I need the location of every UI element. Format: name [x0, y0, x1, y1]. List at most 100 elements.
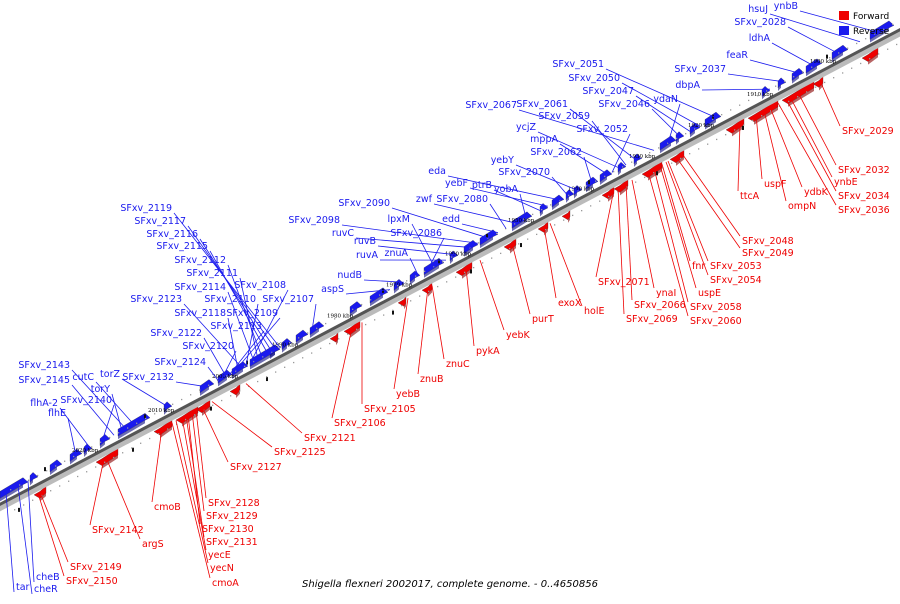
gene-label-dbpa[interactable]: dbpA: [675, 80, 700, 91]
gene-label-sfxv-2032[interactable]: SFxv_2032: [838, 165, 890, 176]
gene-label-sfxv-2123[interactable]: SFxv_2123: [130, 294, 182, 305]
gene-label-sfxv-2106[interactable]: SFxv_2106: [334, 418, 386, 429]
gene-label-sfxv-2050[interactable]: SFxv_2050: [568, 73, 620, 84]
gene-label-ttca[interactable]: ttcA: [740, 191, 760, 202]
gene-label-ldha[interactable]: ldhA: [749, 33, 771, 44]
gene-label-mppa[interactable]: mppA: [530, 134, 558, 145]
gene-label-sfxv-2112[interactable]: SFxv_2112: [174, 255, 226, 266]
gene-label-sfxv-2046[interactable]: SFxv_2046: [598, 99, 650, 110]
gene-label-sfxv-2125[interactable]: SFxv_2125: [274, 447, 326, 458]
gene-label-ydbk[interactable]: ydbK: [804, 187, 829, 198]
gene-label-yebk[interactable]: yebK: [506, 330, 530, 341]
gene-label-sfxv-2028[interactable]: SFxv_2028: [734, 17, 786, 28]
gene-label-sfxv-2062[interactable]: SFxv_2062: [530, 147, 582, 158]
gene-label-sfxv-2128[interactable]: SFxv_2128: [208, 498, 260, 509]
gene-label-sfxv-2140[interactable]: SFxv_2140: [60, 395, 112, 406]
gene-label-sfxv-2110[interactable]: SFxv_2110: [204, 294, 256, 305]
gene-label-zwf[interactable]: zwf: [416, 194, 433, 205]
gene-label-sfxv-2048[interactable]: SFxv_2048: [742, 236, 794, 247]
gene-label-sfxv-2060[interactable]: SFxv_2060: [690, 316, 742, 327]
gene-label-sfxv-2124[interactable]: SFxv_2124: [154, 357, 206, 368]
gene-label-sfxv-2115[interactable]: SFxv_2115: [156, 241, 208, 252]
gene-label-sfxv-2150[interactable]: SFxv_2150: [66, 576, 118, 587]
gene-label-sfxv-2130[interactable]: SFxv_2130: [202, 524, 254, 535]
gene-label-edd[interactable]: edd: [442, 214, 460, 225]
gene-label-sfxv-2070[interactable]: SFxv_2070: [498, 167, 550, 178]
gene-label-nudb[interactable]: nudB: [337, 270, 362, 281]
gene-label-ruvb[interactable]: ruvB: [354, 236, 376, 247]
reverse-feature[interactable]: [676, 132, 684, 142]
gene-label-yebb[interactable]: yebB: [396, 389, 420, 400]
reverse-feature[interactable]: [778, 78, 786, 88]
gene-label-sfxv-2058[interactable]: SFxv_2058: [690, 302, 742, 313]
reverse-feature[interactable]: [30, 472, 38, 482]
gene-label-purt[interactable]: purT: [532, 314, 554, 325]
gene-label-sfxv-2051[interactable]: SFxv_2051: [552, 59, 604, 70]
gene-label-sfxv-2052[interactable]: SFxv_2052: [576, 124, 628, 135]
gene-label-cutc[interactable]: cutC: [72, 372, 94, 383]
gene-label-uspf[interactable]: uspF: [764, 179, 786, 190]
gene-label-sfxv-2036[interactable]: SFxv_2036: [838, 205, 890, 216]
gene-label-sfxv-2149[interactable]: SFxv_2149: [70, 562, 122, 573]
gene-label-sfxv-2090[interactable]: SFxv_2090: [338, 198, 390, 209]
gene-label-cmob[interactable]: cmoB: [154, 502, 181, 513]
gene-label-sfxv-2061[interactable]: SFxv_2061: [516, 99, 568, 110]
gene-label-znub[interactable]: znuB: [420, 374, 444, 385]
gene-label-sfxv-2109[interactable]: SFxv_2109: [226, 308, 278, 319]
gene-label-sfxv-2114[interactable]: SFxv_2114: [174, 282, 226, 293]
gene-label-sfxv-2047[interactable]: SFxv_2047: [582, 86, 634, 97]
gene-label-sfxv-2116[interactable]: SFxv_2116: [146, 229, 198, 240]
gene-label-fnr[interactable]: fnr: [692, 261, 705, 272]
gene-label-tar[interactable]: tar: [16, 582, 30, 593]
gene-label-fear[interactable]: feaR: [726, 50, 748, 61]
gene-label-sfxv-2066[interactable]: SFxv_2066: [634, 300, 686, 311]
gene-label-sfxv-2120[interactable]: SFxv_2120: [182, 341, 234, 352]
gene-label-ynbe[interactable]: ynbE: [834, 177, 858, 188]
gene-label-yebf[interactable]: yebF: [445, 178, 468, 189]
gene-label-sfxv-2108[interactable]: SFxv_2108: [234, 280, 286, 291]
gene-label-hole[interactable]: holE: [584, 306, 604, 317]
gene-label-sfxv-2098[interactable]: SFxv_2098: [288, 215, 340, 226]
gene-label-sfxv-2049[interactable]: SFxv_2049: [742, 248, 794, 259]
gene-label-yeby[interactable]: yebY: [491, 155, 514, 166]
gene-label-args[interactable]: argS: [142, 539, 164, 550]
gene-label-ynbb[interactable]: ynbB: [774, 1, 798, 12]
gene-label-sfxv-2145[interactable]: SFxv_2145: [18, 375, 70, 386]
gene-label-sfxv-2122[interactable]: SFxv_2122: [150, 328, 202, 339]
gene-label-ruvc[interactable]: ruvC: [332, 228, 355, 239]
gene-label-sfxv-2086[interactable]: SFxv_2086: [390, 228, 442, 239]
gene-label-sfxv-2037[interactable]: SFxv_2037: [674, 64, 726, 75]
gene-label-sfxv-2034[interactable]: SFxv_2034: [838, 191, 890, 202]
gene-label-sfxv-2107[interactable]: SFxv_2107: [262, 294, 314, 305]
gene-label-ruva[interactable]: ruvA: [356, 250, 379, 261]
gene-label-yecn[interactable]: yecN: [210, 563, 234, 574]
gene-label-asps[interactable]: aspS: [321, 284, 344, 295]
gene-label-ycjz[interactable]: ycjZ: [516, 122, 536, 133]
gene-label-sfxv-2105[interactable]: SFxv_2105: [364, 404, 416, 415]
gene-label-sfxv-2117[interactable]: SFxv_2117: [134, 216, 186, 227]
gene-label-tory[interactable]: torY: [91, 384, 110, 395]
gene-label-sfxv-2053[interactable]: SFxv_2053: [710, 261, 762, 272]
gene-label-sfxv-2129[interactable]: SFxv_2129: [206, 511, 258, 522]
gene-label-yece[interactable]: yecE: [208, 550, 231, 561]
gene-label-sfxv-2029[interactable]: SFxv_2029: [842, 126, 894, 137]
gene-label-yoba[interactable]: yobA: [494, 184, 518, 195]
gene-label-ydan[interactable]: ydaN: [653, 94, 678, 105]
gene-label-sfxv-2080[interactable]: SFxv_2080: [436, 194, 488, 205]
gene-label-sfxv-2119[interactable]: SFxv_2119: [120, 203, 172, 214]
gene-label-znua[interactable]: znuA: [384, 248, 408, 259]
gene-label-sfxv-2067[interactable]: SFxv_2067: [465, 100, 517, 111]
gene-label-uspe[interactable]: uspE: [698, 288, 721, 299]
gene-label-exox[interactable]: exoX: [558, 298, 582, 309]
gene-label-cmoa[interactable]: cmoA: [212, 578, 239, 589]
gene-label-torz[interactable]: torZ: [100, 369, 120, 380]
gene-label-ompn[interactable]: ompN: [788, 201, 816, 212]
gene-label-pyka[interactable]: pykA: [476, 346, 500, 357]
gene-label-sfxv-2054[interactable]: SFxv_2054: [710, 275, 762, 286]
gene-label-ynai[interactable]: ynaI: [656, 288, 676, 299]
gene-label-sfxv-2059[interactable]: SFxv_2059: [538, 111, 590, 122]
gene-label-sfxv-2143[interactable]: SFxv_2143: [18, 360, 70, 371]
gene-label-sfxv-2118[interactable]: SFxv_2118: [174, 308, 226, 319]
gene-label-eda[interactable]: eda: [428, 166, 446, 177]
gene-label-sfxv-2071[interactable]: SFxv_2071: [598, 277, 650, 288]
